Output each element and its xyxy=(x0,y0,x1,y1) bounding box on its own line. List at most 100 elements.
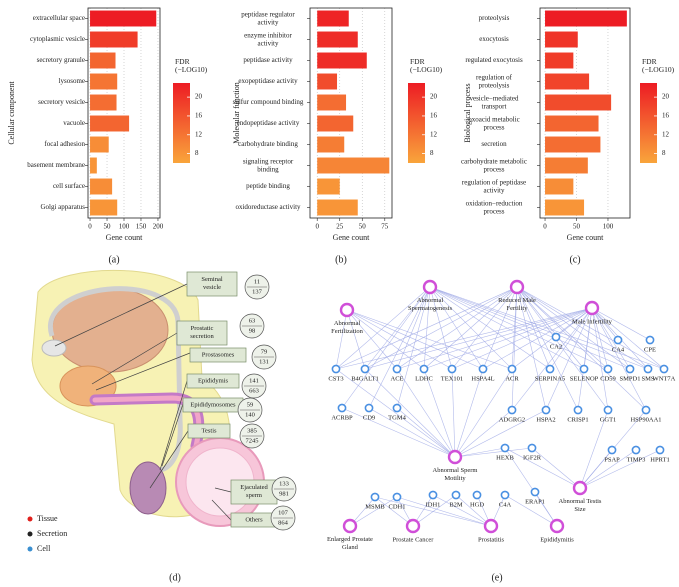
y-tick-label: signaling receptor binding xyxy=(243,157,294,173)
x-tick-label: 100 xyxy=(119,223,130,231)
gene-node xyxy=(579,364,589,374)
gene-node xyxy=(392,403,402,413)
text-line: Gland xyxy=(342,544,359,551)
gene-label: IGF2R xyxy=(523,454,542,461)
gene-node xyxy=(603,405,613,415)
network-edge xyxy=(346,309,425,370)
x-tick-label: 200 xyxy=(153,223,164,231)
text-line: (−LOG10) xyxy=(175,65,208,74)
gene-label: ERAP1 xyxy=(525,498,545,505)
network-edge xyxy=(374,496,414,527)
item-label: Prostatic secretion xyxy=(190,325,214,340)
network-edge xyxy=(511,286,518,411)
leader-line xyxy=(211,499,232,521)
gene-label: CDH1 xyxy=(389,503,406,510)
network-edge xyxy=(549,307,593,370)
leader-line xyxy=(95,352,191,391)
label-box xyxy=(186,373,240,389)
colorbar xyxy=(408,83,425,163)
network-edge xyxy=(341,407,456,458)
text-line: process xyxy=(484,207,505,215)
y-tick-label: peptidase activity xyxy=(243,56,293,64)
gene-node xyxy=(545,364,555,374)
network-edge xyxy=(429,286,631,370)
text-line: transport xyxy=(482,102,507,110)
gene-label: LDHC xyxy=(415,375,433,382)
gene-label: HGD xyxy=(470,501,484,508)
y-tick-label: vacuole xyxy=(63,119,85,127)
network-edge xyxy=(591,307,665,370)
gene-node xyxy=(478,364,488,374)
network-edge xyxy=(423,307,593,370)
network-edge xyxy=(591,307,651,341)
text-line: sperm xyxy=(246,492,262,499)
bar xyxy=(317,31,358,48)
item-label: Prostasomes xyxy=(202,351,235,358)
gene-label: HSPA4L xyxy=(471,375,494,382)
network-edge xyxy=(516,286,579,411)
colorbar xyxy=(640,83,657,163)
gene-node xyxy=(613,335,623,345)
phenotype-label: Epididymitis xyxy=(540,536,574,543)
total: 663 xyxy=(249,387,259,394)
gene-label: GGT1 xyxy=(600,416,617,423)
gene-label: CPE xyxy=(644,346,656,353)
gene-node xyxy=(573,405,583,415)
bar xyxy=(90,94,117,111)
count: 107 xyxy=(278,509,289,516)
leader-line xyxy=(91,332,178,385)
x-axis-title: Gene count xyxy=(567,233,604,242)
gene-label: C4A xyxy=(499,501,512,508)
bar xyxy=(545,199,585,216)
phenotype-label: Abnormal Testis Size xyxy=(559,498,602,513)
gene-node xyxy=(631,445,641,455)
phenotype-label: Abnormal Fertilization xyxy=(331,320,364,335)
item-label: Testis xyxy=(201,427,217,434)
text-line: (−LOG10) xyxy=(642,65,675,74)
total: 137 xyxy=(252,288,263,295)
network-edge xyxy=(454,447,506,458)
gene-label: MSMB xyxy=(365,503,385,510)
network-edge xyxy=(396,307,593,370)
text-line: carbohydrate metabolic xyxy=(461,157,527,165)
bar xyxy=(317,136,345,153)
gene-node xyxy=(645,335,655,345)
network-edge xyxy=(591,307,647,411)
leader-line xyxy=(214,487,232,493)
y-tick-label: oxidoreductase activity xyxy=(235,203,301,211)
network-edge xyxy=(531,447,581,489)
label-box xyxy=(189,347,247,363)
network-edge xyxy=(516,286,547,411)
x-tick-label: 50 xyxy=(573,223,581,231)
colorbar-title: FDR (−LOG10) xyxy=(175,57,208,74)
text-line: Spermatogenesis xyxy=(408,305,453,312)
vas-deferens xyxy=(47,286,183,473)
phenotype-label: Enlarged Prostate Gland xyxy=(327,536,373,551)
leader-line xyxy=(54,283,188,347)
network-edge xyxy=(516,286,649,370)
colorbar-tick-label: 16 xyxy=(662,112,670,120)
gene-label: CD59 xyxy=(600,375,616,382)
network-edge xyxy=(432,494,492,527)
total: 7245 xyxy=(246,437,259,444)
bar xyxy=(90,115,130,132)
network-edge xyxy=(429,286,609,370)
y-tick-label: regulation of peptidase activity xyxy=(462,178,526,194)
gene-label: SMS xyxy=(641,375,654,382)
y-tick-label: lysosome xyxy=(59,77,85,85)
gene-label: TIMP3 xyxy=(627,456,646,463)
network-edge xyxy=(335,286,431,370)
legend-label: Tissue xyxy=(37,514,58,523)
text-line: FDR xyxy=(175,57,190,66)
text-line: Abnormal xyxy=(417,297,444,304)
network-edge xyxy=(516,286,551,370)
colorbar-tick-label: 20 xyxy=(195,93,203,101)
item-label: Seminal vesicle xyxy=(201,276,222,291)
network-edge xyxy=(335,307,593,370)
gene-node xyxy=(527,443,537,453)
y-tick-label: extracellular space xyxy=(33,14,85,22)
y-axis-title: Cellular component xyxy=(7,81,16,145)
network-edge xyxy=(341,286,431,409)
bar xyxy=(545,31,578,48)
network-edge xyxy=(504,494,558,527)
